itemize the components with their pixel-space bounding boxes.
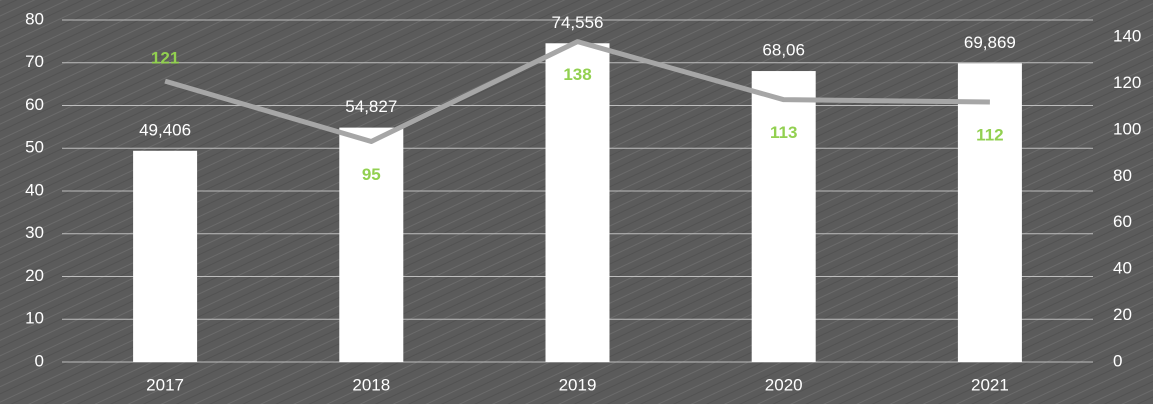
line-value-label: 138 xyxy=(563,65,591,84)
x-tick-label: 2020 xyxy=(765,375,803,394)
bar-value-label: 54,827 xyxy=(345,97,397,116)
x-tick-label: 2021 xyxy=(971,375,1009,394)
line-value-label: 121 xyxy=(151,49,179,68)
bar-value-label: 49,406 xyxy=(139,120,191,139)
x-tick-label: 2017 xyxy=(146,375,184,394)
y2-tick-label: 100 xyxy=(1113,119,1141,138)
y-tick-label: 60 xyxy=(25,95,44,114)
y2-tick-label: 0 xyxy=(1113,351,1122,370)
y-tick-label: 30 xyxy=(25,223,44,242)
y-tick-label: 0 xyxy=(35,351,44,370)
bar xyxy=(133,150,198,362)
y-tick-label: 80 xyxy=(25,9,44,28)
y2-tick-label: 140 xyxy=(1113,26,1141,45)
x-tick-label: 2019 xyxy=(559,375,597,394)
y-tick-label: 40 xyxy=(25,180,44,199)
y-tick-label: 20 xyxy=(25,266,44,285)
y2-tick-label: 20 xyxy=(1113,305,1132,324)
y2-tick-label: 80 xyxy=(1113,166,1132,185)
y2-tick-label: 40 xyxy=(1113,259,1132,278)
bar-value-label: 68,06 xyxy=(762,41,805,60)
line-value-label: 113 xyxy=(770,123,797,142)
y-tick-label: 70 xyxy=(25,52,44,71)
bar xyxy=(957,63,1022,362)
bar xyxy=(545,43,610,362)
line xyxy=(164,39,990,144)
y2-tick-label: 60 xyxy=(1113,212,1132,231)
bar-value-label: 69,869 xyxy=(964,33,1016,52)
bar-value-label: 74,556 xyxy=(552,13,604,32)
y2-tick-label: 120 xyxy=(1113,73,1141,92)
line-value-label: 112 xyxy=(976,125,1003,144)
bar xyxy=(751,71,816,362)
line-value-label: 95 xyxy=(362,165,381,184)
y-tick-label: 10 xyxy=(25,309,44,328)
y-tick-label: 50 xyxy=(25,138,44,157)
x-tick-label: 2018 xyxy=(352,375,390,394)
bar xyxy=(339,127,404,362)
